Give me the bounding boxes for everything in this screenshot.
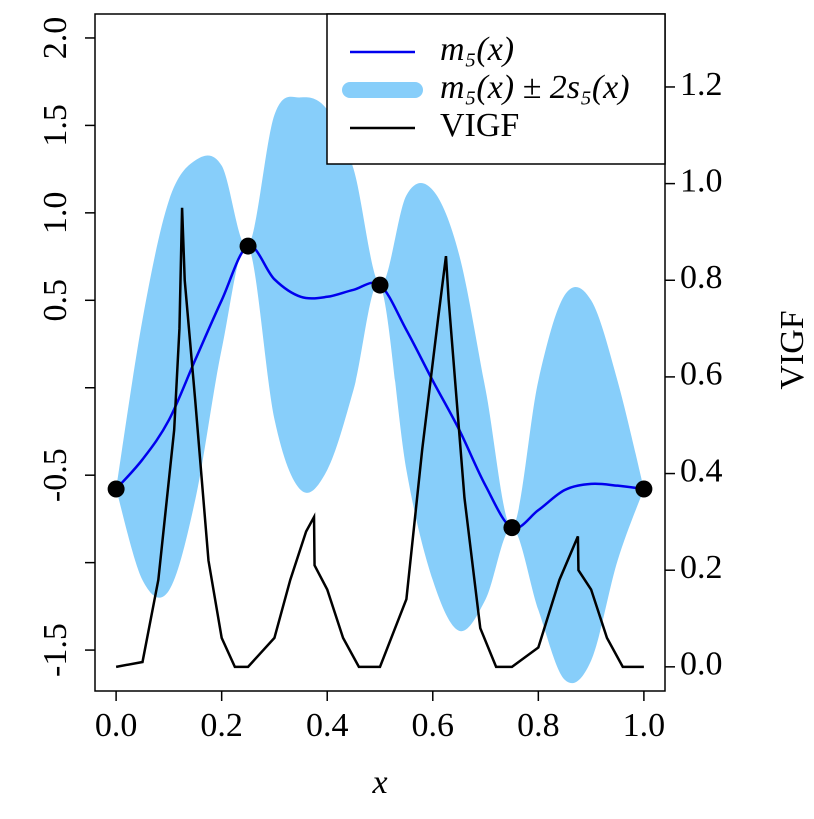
y2-tick-label: 1.2 [680,66,723,103]
design-point [107,480,125,498]
series-line [115,207,644,669]
legend-label: m₅(x) [440,31,514,68]
y2-tick-label: 0.6 [680,356,723,393]
legend: m₅(x)m₅(x) ± 2s₅(x)VIGF [326,13,666,165]
design-point [503,519,521,537]
design-point [239,237,257,255]
x-tick-label: 0.0 [95,707,138,744]
y2-tick-label: 1.0 [680,162,723,199]
y-tick-label: 0.5 [37,279,74,322]
y-tick-label: 1.5 [37,104,74,147]
legend-label: m₅(x) ± 2s₅(x) [440,69,630,106]
design-point [635,480,653,498]
x-tick-label: 1.0 [623,707,666,744]
x-axis-label: x [371,764,387,801]
y-tick-label: -1.5 [37,623,74,677]
y2-tick-label: 0.2 [680,549,723,586]
y2-tick-label: 0.4 [680,452,723,489]
y2-tick-label: 0.0 [680,646,723,683]
y2-axis-label: VIGF [774,310,811,389]
x-tick-label: 0.2 [200,707,243,744]
y-tick-label: -0.5 [37,448,74,502]
legend-label: VIGF [440,107,519,144]
y2-tick-label: 0.8 [680,259,723,296]
x-tick-label: 0.4 [306,707,349,744]
x-tick-label: 0.6 [412,707,455,744]
confidence-band [116,96,644,684]
design-point [371,276,389,294]
x-tick-label: 0.8 [517,707,560,744]
y-tick-label: 1.0 [37,192,74,235]
y-tick-label: 2.0 [37,17,74,60]
